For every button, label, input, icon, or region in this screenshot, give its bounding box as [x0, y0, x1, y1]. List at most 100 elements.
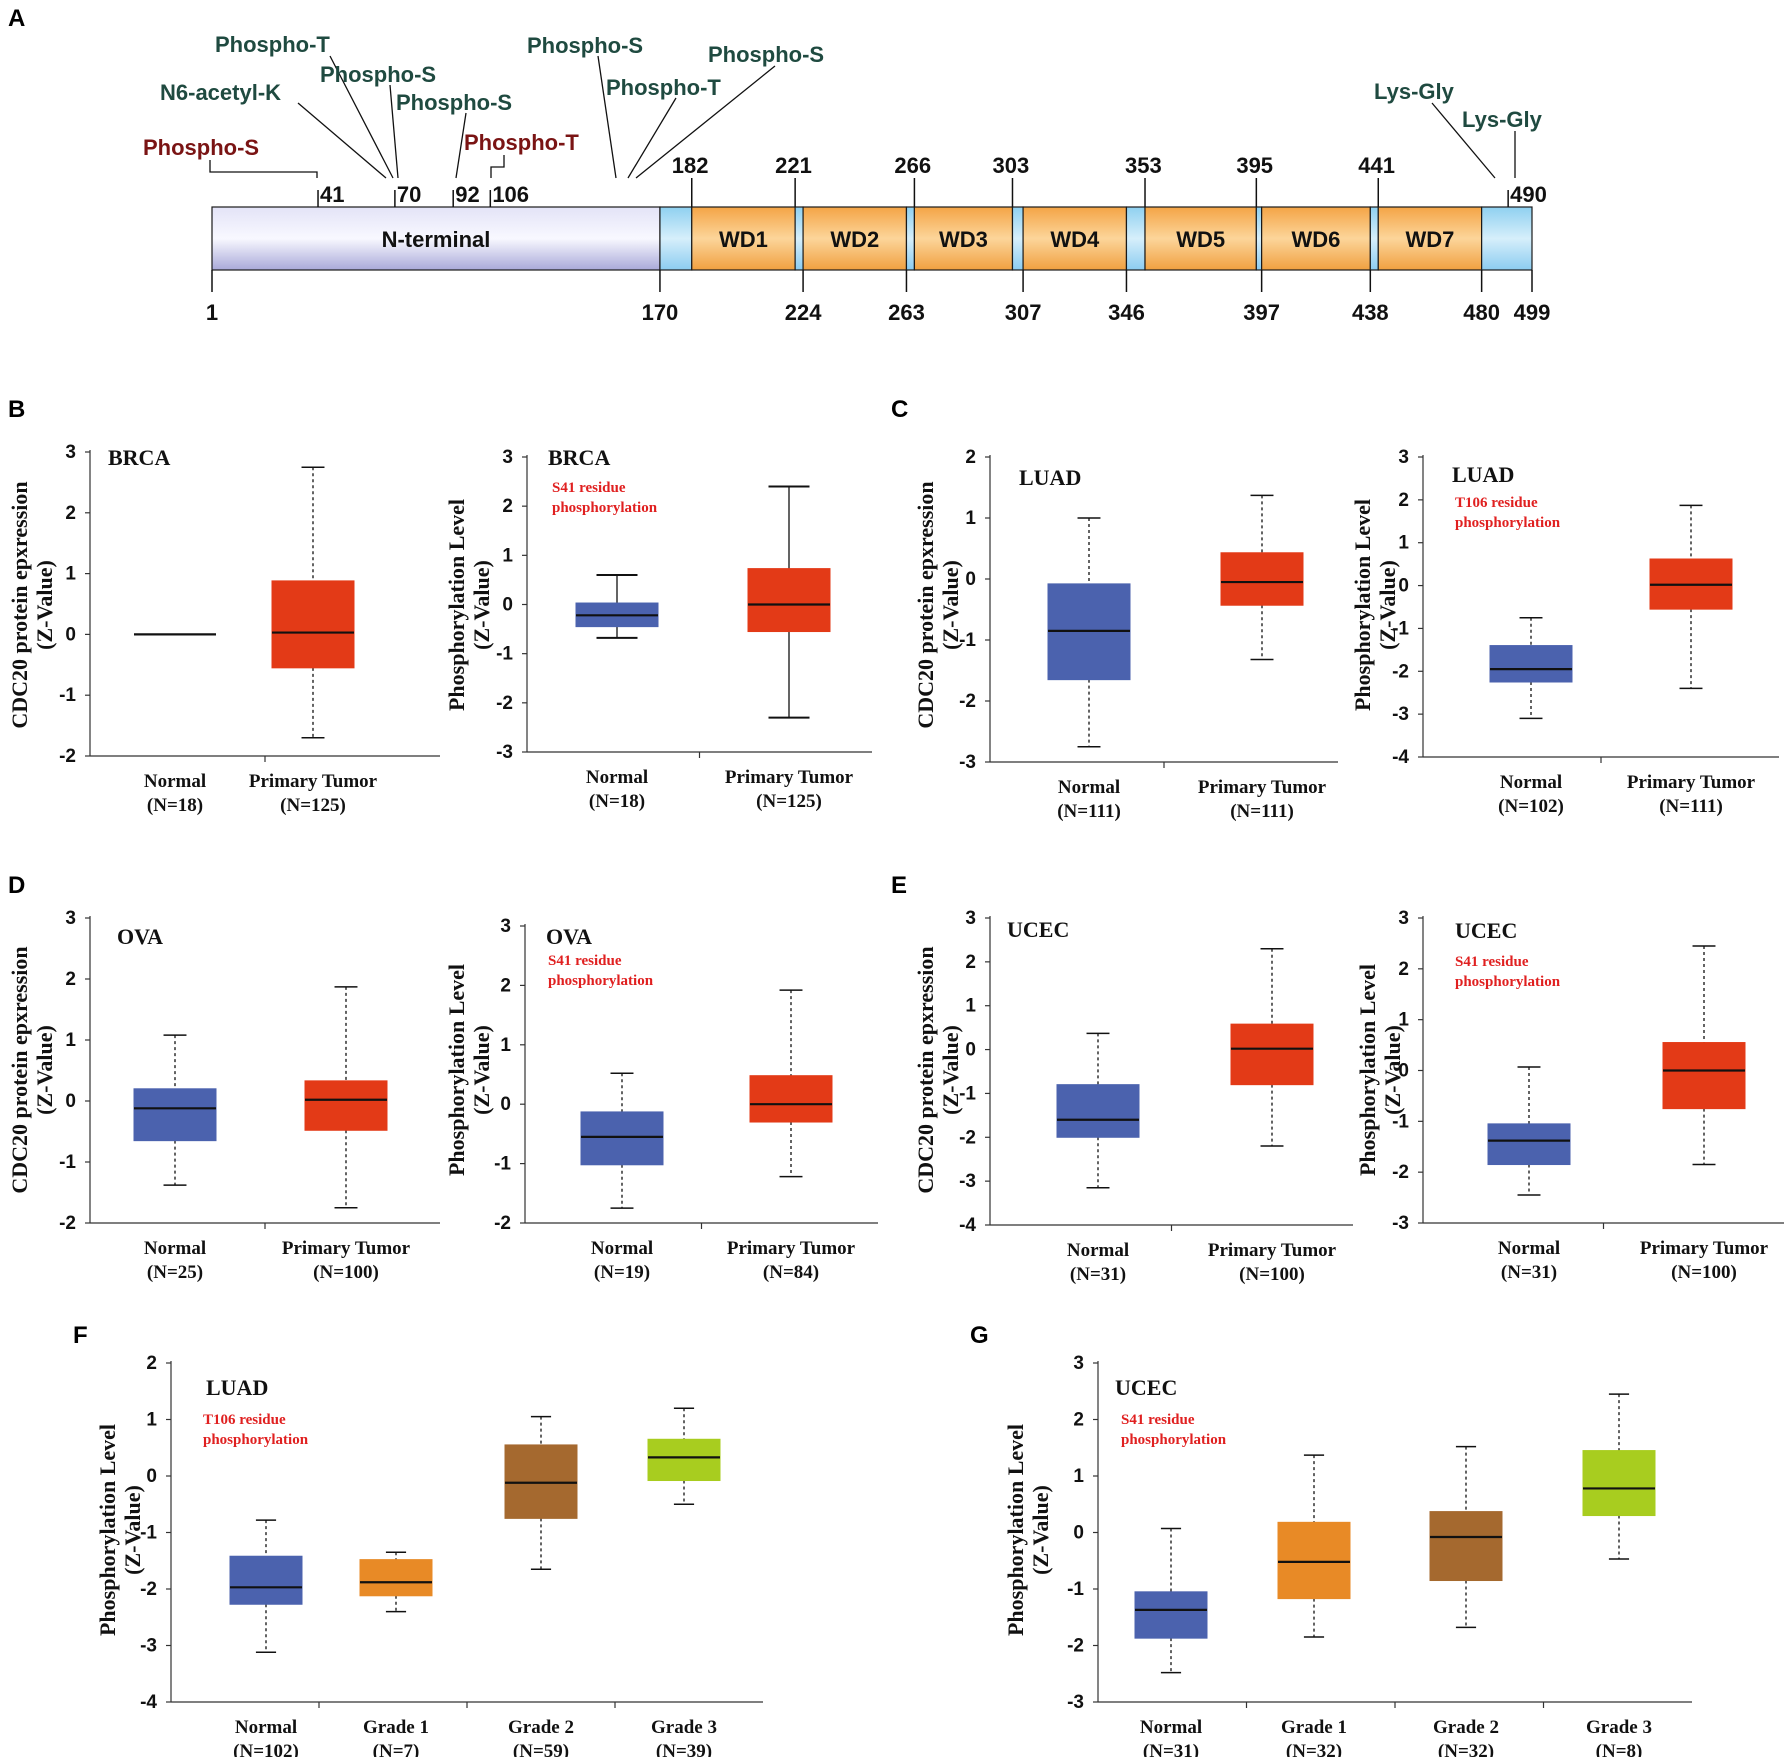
x-category-count: (N=102) — [233, 1741, 299, 1757]
y-tick-label: 2 — [65, 969, 76, 990]
y-axis-label-line1: Phosphorylation Level — [1350, 499, 1375, 711]
domain-bar: N-terminal WD1 WD2 WD3 WD4 WD5 WD6 WD7 — [211, 206, 1533, 271]
x-category-label: Normal — [1058, 777, 1120, 798]
panel-letter-c: C — [891, 396, 908, 423]
modification-sites: Phospho-T N6-acetyl-K Phospho-S Phospho-S Ph… — [143, 32, 1543, 179]
bottom-tick-label: 438 — [1352, 300, 1389, 325]
y-tick-label: 1 — [1398, 533, 1409, 554]
chart-title: UCEC — [1115, 1375, 1177, 1400]
top-tick-label: 106 — [492, 182, 529, 207]
linker-segment — [1255, 206, 1263, 271]
modification-label: Phospho-S — [708, 42, 824, 67]
y-tick-label: -3 — [1392, 704, 1409, 725]
y-tick-label: -1 — [496, 644, 513, 665]
y-tick-label: 1 — [65, 564, 76, 585]
modification-label: Phospho-S — [527, 33, 643, 58]
modification-label: Phospho-S — [396, 90, 512, 115]
y-tick-label: -2 — [959, 1127, 976, 1148]
y-tick-label: 2 — [65, 503, 76, 524]
y-axis-label: CDC20 protein epxression(Z-Value) — [913, 946, 963, 1193]
x-category-label: Primary Tumor — [1640, 1238, 1769, 1259]
modification-label: Lys-Gly — [1462, 107, 1543, 132]
y-tick-label: 3 — [1398, 908, 1409, 929]
domain-wd2 — [802, 206, 908, 271]
modification-label: Lys-Gly — [1374, 79, 1455, 104]
chart-ucec-grade: 3 2 1 0 -1 -2 -3 Normal (N=31) Grade 1 (N=32) Grade… — [1003, 1353, 1692, 1757]
linker-segment — [905, 206, 916, 271]
y-tick-label: -1 — [59, 685, 76, 706]
top-tick-label: 441 — [1358, 153, 1395, 178]
domain-label-wd4: WD4 — [1050, 227, 1100, 252]
x-category-label: Grade 2 — [1433, 1717, 1499, 1738]
domain-wd1 — [691, 206, 796, 271]
x-category-label: Normal — [144, 1238, 206, 1259]
box-normal — [1134, 1591, 1208, 1639]
y-tick-label: -2 — [59, 746, 76, 767]
modification-leader — [1431, 102, 1496, 179]
bottom-tick-label: 307 — [1005, 300, 1042, 325]
y-axis-label-line2: (Z-Value) — [1375, 560, 1400, 650]
x-category-count: (N=31) — [1501, 1262, 1557, 1283]
x-category-count: (N=100) — [1671, 1262, 1737, 1283]
box-normal — [1056, 1084, 1140, 1138]
modification-leader — [597, 55, 617, 179]
y-axis-label: CDC20 protein epxression(Z-Value) — [913, 481, 963, 728]
modification-label: Phospho-T — [464, 130, 579, 155]
y-tick-label: -1 — [1067, 1579, 1084, 1600]
y-axis-label-line2: (Z-Value) — [1028, 1485, 1053, 1575]
y-tick-label: 2 — [1398, 959, 1409, 980]
x-category-label: Primary Tumor — [727, 1238, 856, 1259]
y-axis-label-line1: Phosphorylation Level — [444, 964, 469, 1176]
box-grade-3 — [647, 1438, 721, 1482]
top-tick-label: 353 — [1125, 153, 1162, 178]
panel-letter-b: B — [8, 396, 25, 423]
y-axis-label: Phosphorylation Level(Z-Value) — [1355, 964, 1405, 1176]
box-grade-1 — [1277, 1521, 1351, 1600]
domain-label-wd3: WD3 — [939, 227, 988, 252]
box-grade-2 — [504, 1444, 578, 1519]
x-category-count: (N=84) — [763, 1262, 819, 1283]
y-tick-label: 2 — [500, 975, 511, 996]
x-category-label: Grade 3 — [1586, 1717, 1652, 1738]
domain-label-wd6: WD6 — [1292, 227, 1341, 252]
x-category-label: Grade 3 — [651, 1717, 717, 1738]
top-tick-label: 70 — [397, 182, 421, 207]
y-tick-label: 1 — [1073, 1466, 1084, 1487]
x-category-label: Normal — [1140, 1717, 1202, 1738]
y-tick-label: 3 — [502, 447, 513, 468]
y-tick-label: -4 — [140, 1692, 157, 1713]
x-category-label: Primary Tumor — [282, 1238, 411, 1259]
y-axis-label-line1: Phosphorylation Level — [444, 499, 469, 711]
x-category-count: (N=18) — [589, 791, 645, 812]
y-tick-label: 1 — [502, 545, 513, 566]
panel-letter-a: A — [8, 5, 25, 32]
y-tick-label: -1 — [494, 1154, 511, 1175]
domain-ticks: 41 70 92 106 182 221 266 303 353 395 441 490 1 170 224… — [206, 153, 1550, 325]
y-axis-label: Phosphorylation Level(Z-Value) — [95, 1424, 145, 1636]
chart-brca-protein: 3 2 1 0 -1 -2 Normal (N=18) Primary Tumor (N=125)… — [7, 442, 440, 816]
x-category-count: (N=25) — [147, 1262, 203, 1283]
x-category-count: (N=59) — [513, 1741, 569, 1757]
box-primary-tumor — [1220, 552, 1304, 606]
x-category-label: Primary Tumor — [725, 767, 854, 788]
chart-title: UCEC — [1455, 918, 1517, 943]
top-tick-label: 41 — [320, 182, 344, 207]
x-category-count: (N=7) — [373, 1741, 420, 1757]
box-grade-1 — [359, 1559, 433, 1597]
chart-brca-phospho: 3 2 1 0 -1 -2 -3 Normal (N=18) Primary Tumor (N=12… — [444, 445, 872, 812]
chart-ucec-protein: 3 2 1 0 -1 -2 -3 -4 Normal (N=31) Primary Tumor (N=… — [913, 908, 1353, 1285]
y-tick-label: 0 — [965, 569, 976, 590]
box-primary-tumor — [304, 1080, 388, 1131]
x-category-count: (N=102) — [1498, 796, 1564, 817]
y-tick-label: 1 — [500, 1035, 511, 1056]
y-tick-label: 1 — [65, 1030, 76, 1051]
x-category-label: Primary Tumor — [1208, 1240, 1337, 1261]
y-axis-label: CDC20 protein epxression(Z-Value) — [7, 481, 57, 728]
x-category-label: Grade 1 — [1281, 1717, 1347, 1738]
domain-wd6 — [1261, 206, 1371, 271]
chart-title: UCEC — [1007, 917, 1069, 942]
x-category-label: Primary Tumor — [1627, 772, 1756, 793]
x-category-count: (N=125) — [756, 791, 822, 812]
y-tick-label: 1 — [1398, 1010, 1409, 1031]
y-tick-label: -3 — [496, 742, 513, 763]
